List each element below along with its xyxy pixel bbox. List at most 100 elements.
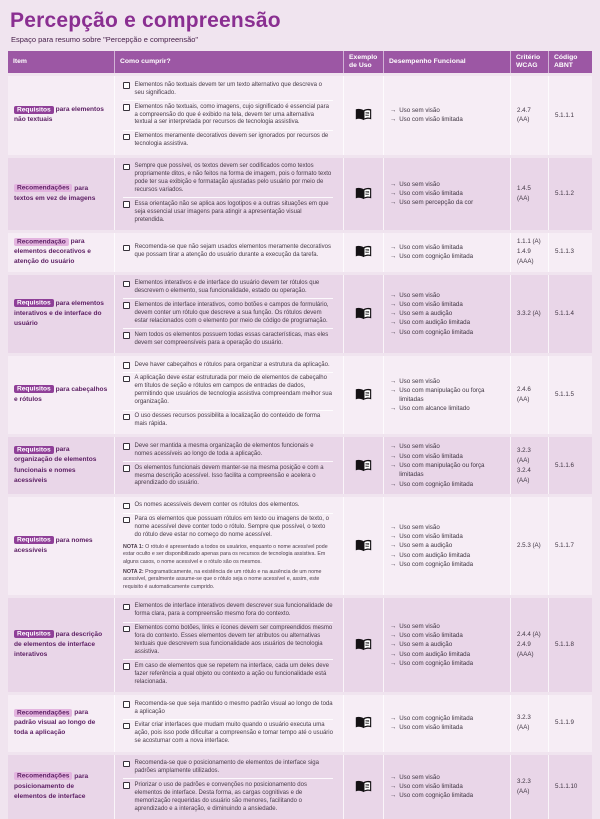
check-item: Para os elementos que possuam rótulos em… xyxy=(123,513,333,543)
check-item-text: Nem todos os elementos possuem todas ess… xyxy=(135,332,334,348)
desempenho-cell: →Uso sem visão→Uso com manipulação ou fo… xyxy=(384,356,511,434)
check-item: Os elementos funcionais devem manter-se … xyxy=(123,461,333,491)
checkbox[interactable] xyxy=(123,604,130,611)
exemplo-de-uso-cell[interactable] xyxy=(344,233,384,272)
check-item-text: Sempre que possível, os textos devem ser… xyxy=(135,163,334,195)
checkbox[interactable] xyxy=(123,245,130,252)
item-title: Recomendações para padrão visual ao long… xyxy=(14,708,108,739)
arrow-icon: → xyxy=(390,480,396,489)
checkbox[interactable] xyxy=(123,663,130,670)
functional-performance-item: →Uso com visão limitada xyxy=(390,782,504,791)
functional-performance-item: →Uso com visão limitada xyxy=(390,723,504,732)
exemplo-de-uso-cell[interactable] xyxy=(344,437,384,494)
check-item-text: Elementos de interface interativos, como… xyxy=(135,302,334,326)
wcag-criterion: 3.3.2 (A) xyxy=(517,309,542,319)
functional-performance-item: →Uso com audição limitada xyxy=(390,318,504,327)
item-type-badge: Requisitos xyxy=(14,446,54,454)
column-header-4: Critério WCAG xyxy=(511,51,549,73)
functional-performance-label: Uso sem visão xyxy=(399,442,440,451)
functional-performance-label: Uso com cognição limitada xyxy=(399,659,473,668)
functional-performance-label: Uso sem visão xyxy=(399,106,440,115)
checkbox[interactable] xyxy=(123,443,130,450)
check-item-text: A aplicação deve estar estruturada por m… xyxy=(135,375,334,407)
wcag-criterion: 3.2.3 (AA) xyxy=(517,446,542,466)
wcag-cell: 2.4.4 (A)2.4.9 (AAA) xyxy=(511,598,549,692)
column-header-1: Como cumprir? xyxy=(115,51,344,73)
functional-performance-item: →Uso com visão limitada xyxy=(390,452,504,461)
checkbox[interactable] xyxy=(123,723,130,730)
functional-performance-label: Uso com visão limitada xyxy=(399,723,463,732)
checkbox[interactable] xyxy=(123,465,130,472)
functional-performance-label: Uso sem percepção da cor xyxy=(399,198,473,207)
functional-performance-label: Uso sem visão xyxy=(399,622,440,631)
abnt-code: 5.1.1.3 xyxy=(555,247,586,257)
item-title: Requisitos para elementos interativos e … xyxy=(14,299,108,330)
functional-performance-label: Uso com visão limitada xyxy=(399,115,463,124)
checkbox[interactable] xyxy=(123,201,130,208)
check-item-text: Em caso de elementos que se repetem na i… xyxy=(135,663,334,687)
check-item: Essa orientação não se aplica aos logoti… xyxy=(123,197,333,227)
check-item: Priorizar o uso de padrões e convenções … xyxy=(123,778,333,816)
desempenho-cell: →Uso sem visão→Uso com visão limitada→Us… xyxy=(384,275,511,353)
functional-performance-item: →Uso com visão limitada xyxy=(390,631,504,640)
checkbox[interactable] xyxy=(123,517,130,524)
check-item-text: Elementos não textuais devem ter um text… xyxy=(135,82,334,98)
item-cell: Requisitos para descrição de elementos d… xyxy=(8,598,115,692)
checkbox[interactable] xyxy=(123,281,130,288)
functional-performance-item: →Uso com visão limitada xyxy=(390,532,504,541)
table-row: Recomendação para elementos decorativos … xyxy=(8,233,592,272)
checkbox[interactable] xyxy=(123,362,130,369)
exemplo-de-uso-cell[interactable] xyxy=(344,76,384,154)
arrow-icon: → xyxy=(390,523,396,532)
abnt-code: 5.1.1.5 xyxy=(555,390,586,400)
checkbox[interactable] xyxy=(123,104,130,111)
desempenho-cell: →Uso com visão limitada→Uso com cognição… xyxy=(384,233,511,272)
book-icon xyxy=(355,780,372,794)
checkbox[interactable] xyxy=(123,134,130,141)
check-item-text: Elementos meramente decorativos devem se… xyxy=(135,133,334,149)
exemplo-de-uso-cell[interactable] xyxy=(344,356,384,434)
check-item-text: Deve ser mantida a mesma organização de … xyxy=(135,443,334,459)
codigo-cell: 5.1.1.3 xyxy=(549,233,592,272)
exemplo-de-uso-cell[interactable] xyxy=(344,158,384,230)
exemplo-de-uso-cell[interactable] xyxy=(344,755,384,819)
checkbox[interactable] xyxy=(123,503,130,510)
checkbox[interactable] xyxy=(123,302,130,309)
functional-performance-label: Uso com visão limitada xyxy=(399,532,463,541)
exemplo-de-uso-cell[interactable] xyxy=(344,497,384,595)
exemplo-de-uso-cell[interactable] xyxy=(344,695,384,752)
abnt-code: 5.1.1.4 xyxy=(555,309,586,319)
table-row: Recomendações para textos em vez de imag… xyxy=(8,158,592,230)
check-item: Elementos meramente decorativos devem se… xyxy=(123,130,333,152)
arrow-icon: → xyxy=(390,291,396,300)
wcag-criterion: 1.1.1 (A) xyxy=(517,237,542,247)
exemplo-de-uso-cell[interactable] xyxy=(344,275,384,353)
check-item: A aplicação deve estar estruturada por m… xyxy=(123,372,333,410)
checkbox[interactable] xyxy=(123,164,130,171)
book-icon xyxy=(355,245,372,259)
checkbox[interactable] xyxy=(123,414,130,421)
desempenho-cell: →Uso sem visão→Uso com visão limitada→Us… xyxy=(384,598,511,692)
functional-performance-item: →Uso com cognição limitada xyxy=(390,791,504,800)
checkbox[interactable] xyxy=(123,376,130,383)
abnt-code: 5.1.1.8 xyxy=(555,640,586,650)
item-type-badge: Requisitos xyxy=(14,630,54,638)
checkbox[interactable] xyxy=(123,782,130,789)
checkbox[interactable] xyxy=(123,761,130,768)
table-row: Requisitos para cabeçalhos e rótulos Dev… xyxy=(8,356,592,434)
functional-performance-item: →Uso com cognição limitada xyxy=(390,328,504,337)
functional-performance-label: Uso com manipulação ou força limitadas xyxy=(399,386,504,405)
column-header-2: Exemplo de Uso xyxy=(344,51,384,73)
checkbox[interactable] xyxy=(123,82,130,89)
checkbox[interactable] xyxy=(123,701,130,708)
checkbox[interactable] xyxy=(123,332,130,339)
item-cell: Requisitos para elementos interativos e … xyxy=(8,275,115,353)
functional-performance-item: →Uso com alcance limitado xyxy=(390,404,504,413)
exemplo-de-uso-cell[interactable] xyxy=(344,598,384,692)
check-item-text: O uso desses recursos possibilita a loca… xyxy=(135,413,334,429)
checkbox[interactable] xyxy=(123,626,130,633)
como-cumprir-cell: Os nomes acessíveis devem conter os rótu… xyxy=(115,497,344,595)
check-item-text: Elementos como botões, links e ícones de… xyxy=(135,625,334,657)
functional-performance-label: Uso com cognição limitada xyxy=(399,252,473,261)
